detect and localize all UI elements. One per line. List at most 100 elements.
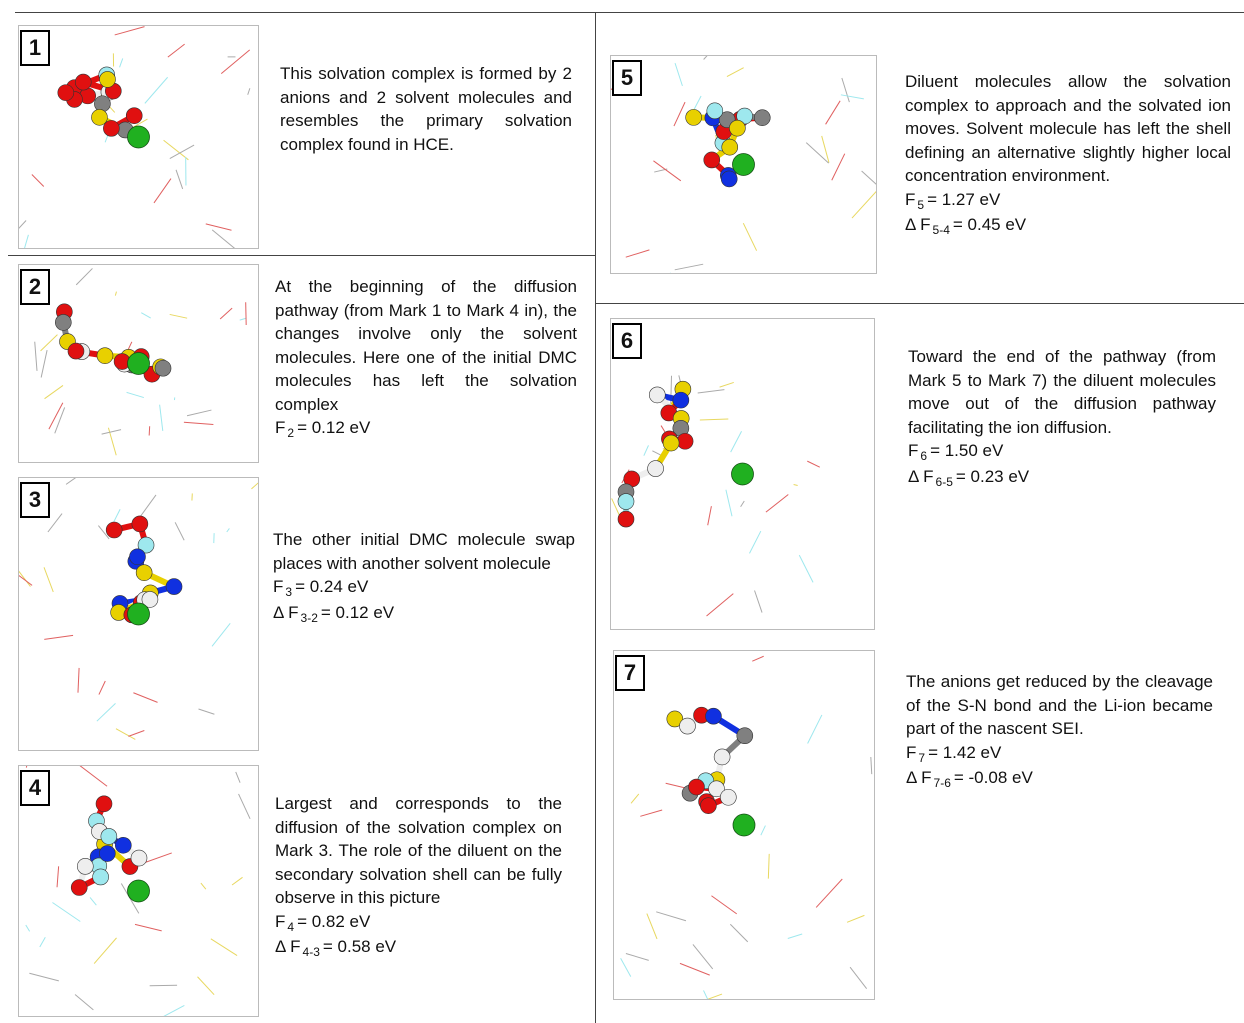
description-text: Toward the end of the pathway (from Mark… (908, 345, 1216, 439)
bond (52, 902, 80, 921)
atom (729, 120, 745, 136)
bond (149, 426, 150, 435)
panel-number: 1 (20, 30, 50, 66)
atom (71, 880, 87, 896)
bond (145, 77, 168, 103)
bond (176, 170, 183, 189)
energy-symbol: F (275, 912, 285, 931)
bond (26, 766, 33, 768)
bond (154, 1005, 184, 1016)
bond (99, 681, 105, 695)
atom (673, 392, 689, 408)
bond (852, 189, 876, 218)
bond (708, 506, 712, 525)
atom (55, 314, 71, 330)
atom (721, 171, 737, 187)
atom (96, 796, 112, 812)
atom (720, 789, 736, 805)
bond (700, 419, 728, 420)
bond (680, 963, 710, 975)
bond (752, 656, 763, 661)
atom (737, 728, 753, 744)
bond (236, 772, 240, 783)
molecule-image (613, 650, 875, 1000)
molecule-image (610, 318, 875, 630)
panel-description: At the beginning of the diffusion pathwa… (275, 275, 577, 442)
energy-subscript: 2 (287, 426, 294, 440)
bond (133, 693, 157, 703)
energy-line: F2= 0.12 eV (275, 416, 577, 442)
bond (743, 223, 756, 250)
bond (141, 313, 150, 318)
bond (871, 757, 872, 774)
atom (618, 511, 634, 527)
molecule-image (18, 765, 259, 1017)
bond (212, 230, 235, 248)
bond (170, 314, 187, 318)
bond (847, 915, 864, 922)
panel-description: The anions get reduced by the cleavage o… (906, 670, 1213, 792)
description-text: This solvation complex is formed by 2 an… (280, 62, 572, 156)
bond (647, 914, 657, 939)
atom (754, 110, 770, 126)
energy-line: Δ F7-6= -0.08 eV (906, 766, 1213, 792)
bond (206, 224, 232, 230)
bond (19, 569, 30, 587)
bond (850, 967, 867, 989)
atom (733, 154, 755, 176)
bond (115, 27, 145, 35)
atom (688, 779, 704, 795)
atom (58, 85, 74, 101)
bond (698, 390, 725, 393)
bond (727, 68, 744, 77)
atom (707, 103, 723, 119)
bond (35, 342, 37, 371)
bond (128, 731, 144, 737)
atom (115, 837, 131, 853)
bond (832, 154, 845, 181)
energy-subscript: 5-4 (933, 223, 950, 237)
energy-subscript: 7 (918, 751, 925, 765)
bond (184, 422, 213, 424)
bond (160, 405, 163, 431)
atom (99, 846, 115, 862)
energy-subscript: 3-2 (301, 611, 318, 625)
atom (128, 126, 150, 148)
atom (94, 96, 110, 112)
atom (128, 353, 150, 375)
bond (626, 250, 650, 257)
energy-symbol: F (906, 743, 916, 762)
molecule-image (18, 477, 259, 751)
bond (49, 403, 63, 429)
atom (649, 387, 665, 403)
energy-subscript: 6 (920, 449, 927, 463)
atom (77, 858, 93, 874)
atom (136, 565, 152, 581)
energy-line: Δ F5-4= 0.45 eV (905, 213, 1231, 239)
bond (102, 430, 121, 434)
energy-subscript: 4-3 (303, 945, 320, 959)
energy-subscript: 3 (285, 585, 292, 599)
atom (714, 749, 730, 765)
energy-subscript: 5 (917, 198, 924, 212)
atom (700, 798, 716, 814)
column-rule (595, 12, 596, 1023)
bond (761, 826, 766, 836)
panel-number: 3 (20, 482, 50, 518)
bond (44, 635, 73, 639)
bond (212, 623, 230, 646)
molecule-drawing (611, 56, 876, 273)
energy-subscript: 6-5 (936, 475, 953, 489)
bond (842, 78, 849, 102)
bond (55, 407, 65, 433)
bond (626, 953, 649, 960)
bond (631, 794, 639, 803)
bond (41, 350, 47, 377)
panel-number: 4 (20, 770, 50, 806)
energy-value: = 0.23 eV (956, 467, 1029, 486)
bond (704, 56, 720, 59)
bond (731, 431, 742, 452)
atom (155, 360, 171, 376)
molecule-image (610, 55, 877, 274)
